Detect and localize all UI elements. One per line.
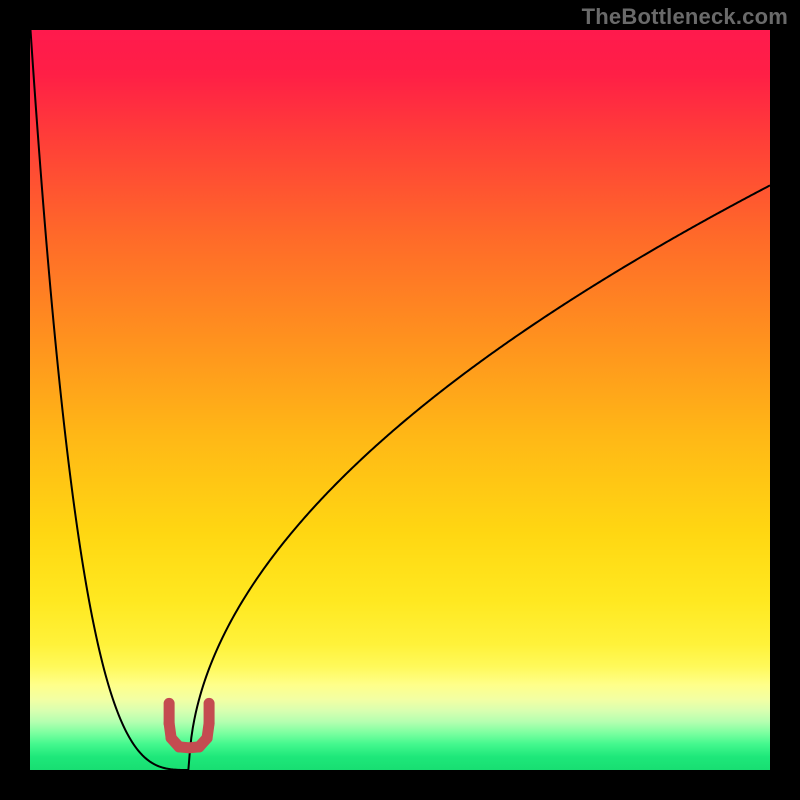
chart-container: TheBottleneck.com (0, 0, 800, 800)
bottleneck-chart (0, 0, 800, 800)
chart-plot-background (30, 30, 770, 770)
watermark-text: TheBottleneck.com (582, 4, 788, 30)
